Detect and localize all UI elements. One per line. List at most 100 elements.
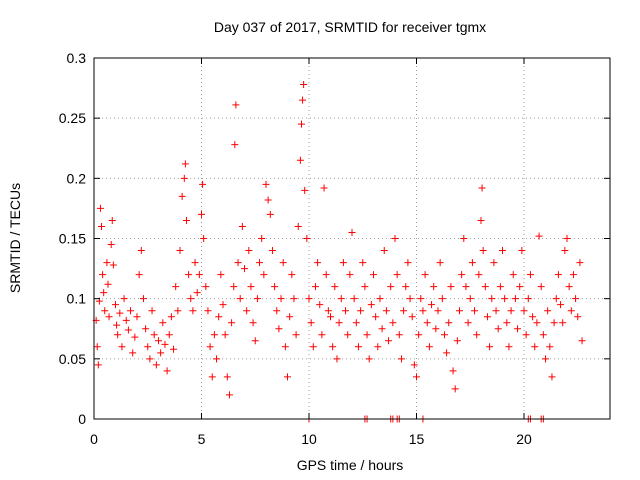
data-point xyxy=(225,391,233,399)
data-point xyxy=(468,259,476,267)
data-point xyxy=(150,331,158,339)
data-point xyxy=(496,283,504,291)
data-point xyxy=(101,307,109,315)
y-tick-label: 0 xyxy=(78,411,86,427)
data-point xyxy=(200,235,208,242)
data-point xyxy=(565,283,573,291)
data-point xyxy=(232,101,240,109)
data-point xyxy=(445,319,453,327)
data-point xyxy=(299,96,307,104)
data-point xyxy=(309,343,317,351)
data-point xyxy=(249,319,257,327)
data-point xyxy=(189,307,197,315)
data-point xyxy=(447,283,455,291)
data-point xyxy=(129,349,137,357)
y-tick-label: 0.1 xyxy=(67,291,87,307)
data-point xyxy=(550,319,558,327)
data-point xyxy=(260,271,268,279)
data-point xyxy=(100,289,108,297)
data-point xyxy=(376,295,384,303)
data-point xyxy=(206,343,214,351)
data-point xyxy=(120,295,128,303)
data-point xyxy=(387,283,395,291)
data-point xyxy=(127,307,135,315)
data-point xyxy=(535,232,543,240)
data-point xyxy=(537,283,545,291)
y-tick-label: 0.3 xyxy=(67,50,87,66)
data-point xyxy=(290,295,298,303)
data-point xyxy=(382,307,390,315)
data-point xyxy=(357,307,365,315)
data-point xyxy=(94,361,102,369)
y-axis: 0 0.05 0.1 0.15 0.2 0.25 0.3 xyxy=(59,50,610,427)
data-point xyxy=(406,295,414,303)
data-point xyxy=(458,271,466,279)
data-point xyxy=(380,247,388,255)
data-point xyxy=(372,313,380,321)
data-point xyxy=(569,271,577,279)
data-point xyxy=(116,309,124,317)
data-point xyxy=(122,316,130,324)
data-point xyxy=(271,283,279,291)
data-point xyxy=(148,307,156,315)
data-point xyxy=(507,307,515,315)
plot-frame xyxy=(93,57,611,420)
data-point xyxy=(478,184,486,192)
data-point xyxy=(107,241,115,249)
data-point xyxy=(135,271,143,279)
x-tick-label: 20 xyxy=(516,431,532,447)
data-point xyxy=(137,247,145,255)
data-point xyxy=(198,210,205,218)
data-point xyxy=(231,141,239,149)
data-point xyxy=(404,259,412,267)
data-point xyxy=(288,271,296,279)
data-point xyxy=(329,343,337,351)
data-point xyxy=(275,325,283,333)
data-point xyxy=(113,321,121,329)
data-point xyxy=(247,283,255,291)
data-point xyxy=(104,280,112,288)
data-point xyxy=(516,283,524,291)
data-point xyxy=(572,295,580,303)
data-point xyxy=(268,247,276,255)
data-point xyxy=(460,235,468,242)
data-point xyxy=(176,247,184,255)
data-point xyxy=(118,343,126,351)
data-point xyxy=(215,313,223,321)
data-point xyxy=(397,355,405,363)
data-point xyxy=(524,295,532,303)
data-point xyxy=(294,222,302,230)
data-point xyxy=(327,313,334,321)
data-point xyxy=(451,385,459,393)
data-point xyxy=(322,271,330,279)
data-point xyxy=(96,204,104,212)
data-point xyxy=(208,373,216,381)
data-point xyxy=(251,337,259,345)
data-point xyxy=(367,301,375,309)
data-point xyxy=(378,325,386,333)
data-points xyxy=(92,80,586,423)
data-point xyxy=(256,259,264,267)
data-point xyxy=(159,319,167,327)
data-point xyxy=(133,313,141,321)
data-point xyxy=(301,186,309,194)
data-point xyxy=(292,331,300,339)
data-point xyxy=(170,345,178,353)
data-point xyxy=(108,216,116,224)
y-tick-label: 0.05 xyxy=(59,351,86,367)
data-point xyxy=(112,301,119,309)
data-point xyxy=(279,259,287,267)
data-point xyxy=(473,331,481,339)
data-point xyxy=(423,319,431,327)
data-point xyxy=(103,259,111,267)
data-point xyxy=(391,235,399,242)
data-point xyxy=(415,331,423,339)
data-point xyxy=(542,355,549,363)
data-point xyxy=(146,355,154,363)
data-point xyxy=(311,283,319,291)
x-axis-label: GPS time / hours xyxy=(297,457,404,473)
data-point xyxy=(559,319,567,327)
data-point xyxy=(354,343,362,351)
data-point xyxy=(531,343,539,351)
data-point xyxy=(266,210,274,218)
